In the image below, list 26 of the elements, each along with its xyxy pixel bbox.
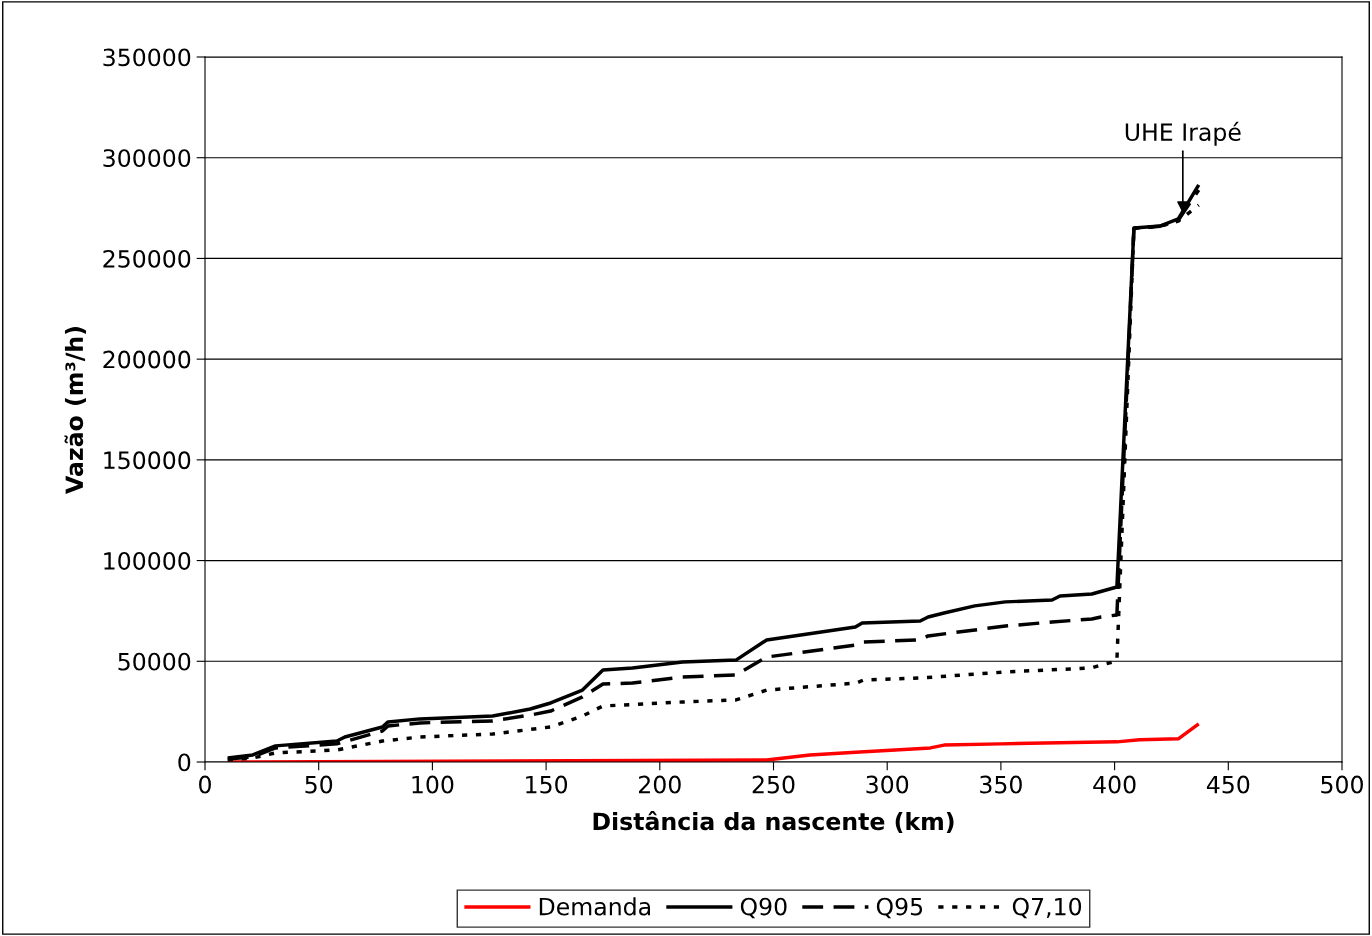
x-axis-title: Distância da nascente (km)	[593, 810, 954, 833]
x-tick-label: 450	[1206, 775, 1250, 794]
x-tick-label: 300	[866, 775, 909, 794]
x-tick-label: 350	[980, 775, 1022, 794]
x-tick-label: 200	[639, 775, 681, 794]
y-tick-label: 200000	[103, 350, 191, 369]
x-tick-label: 100	[412, 775, 454, 794]
y-tick-label: 100000	[104, 552, 191, 570]
y-tick-label: 50000	[118, 652, 191, 671]
y-tick-label: 150000	[104, 451, 191, 470]
x-tick-label: 400	[1093, 775, 1136, 794]
y-axis-title: Vazão (m³/h)	[64, 327, 86, 494]
x-tick-label: 150	[526, 775, 568, 794]
x-tick-label: 0	[199, 775, 211, 794]
x-tick-label: 50	[305, 775, 333, 794]
y-tick-label: 300000	[103, 149, 191, 168]
annotation: UHE Irapé	[1125, 121, 1241, 146]
x-tick-label: 500	[1321, 775, 1363, 794]
legend-label: Q7,10	[1012, 897, 1082, 919]
y-tick-label: 250000	[103, 249, 191, 268]
y-tick-label: 350000	[103, 48, 191, 67]
y-tick-label: 0	[178, 753, 191, 772]
legend-label: Demanda	[539, 897, 650, 916]
legend-label: Q90	[740, 897, 787, 919]
x-tick-label: 250	[752, 775, 795, 794]
legend-label: Q95	[876, 897, 923, 919]
